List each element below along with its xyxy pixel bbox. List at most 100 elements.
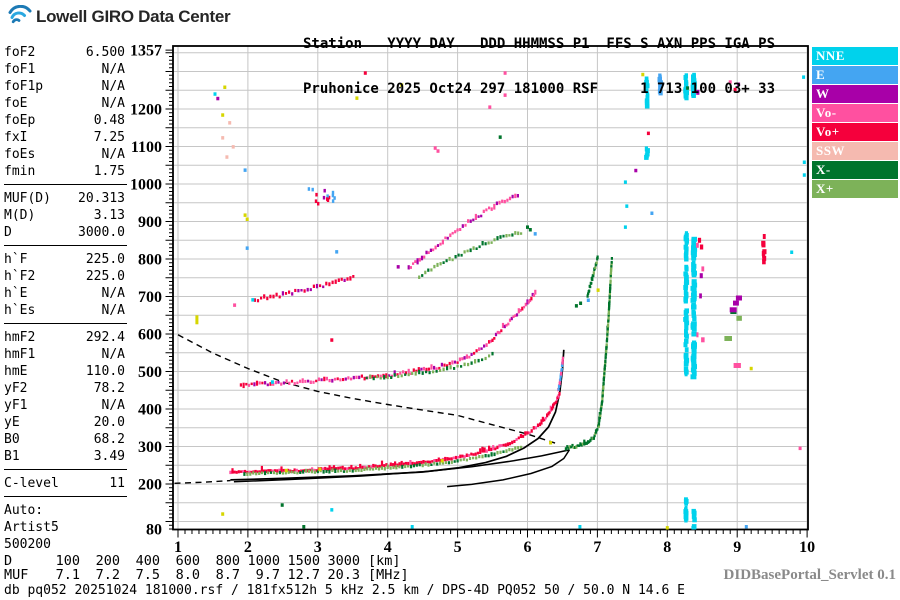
svg-text:500: 500 bbox=[138, 364, 162, 381]
param-value: 225.0 bbox=[85, 252, 125, 267]
status-line: db pq052 20251024 181000.rsf / 181fx512h… bbox=[4, 583, 685, 598]
muf-row-value: 12.7 bbox=[287, 567, 320, 583]
param-value: 110.0 bbox=[85, 364, 125, 379]
param-row: yE 20.0 bbox=[4, 414, 125, 431]
muf-row-value: 8.7 bbox=[215, 567, 240, 583]
station-header-line1: Station YYYY DAY DDD HHMMSS P1 FFS S AXN… bbox=[303, 36, 776, 52]
panel-divider bbox=[4, 245, 127, 246]
distance-row-value: 200 bbox=[95, 553, 120, 569]
param-row: foF1 N/A bbox=[4, 61, 125, 78]
distance-row-label: D bbox=[4, 553, 13, 569]
legend-item-xminus: X- bbox=[812, 161, 898, 179]
muf-row-label: MUF bbox=[4, 567, 29, 583]
param-label: foF1 bbox=[4, 62, 36, 77]
param-row: C-level 11 bbox=[4, 475, 125, 492]
distance-row-unit: [km] bbox=[368, 553, 401, 569]
legend-item-e: E bbox=[812, 66, 898, 84]
muf-row: MUF 7.1 7.2 7.5 8.0 8.7 9.7 12.7 20.3 [MHz] bbox=[4, 568, 409, 582]
param-row: Auto: bbox=[4, 502, 125, 519]
distance-row-value: 1500 bbox=[287, 553, 320, 569]
svg-text:7: 7 bbox=[593, 539, 601, 556]
param-row: hmE 110.0 bbox=[4, 363, 125, 380]
svg-text:10: 10 bbox=[799, 539, 815, 556]
param-label: foF1p bbox=[4, 79, 44, 94]
muf-row-unit: [MHz] bbox=[368, 567, 409, 583]
param-row: yF2 78.2 bbox=[4, 380, 125, 397]
param-value: N/A bbox=[101, 62, 125, 77]
param-row: 500200 bbox=[4, 536, 125, 553]
param-value: 3.13 bbox=[93, 208, 125, 223]
param-label: Auto: bbox=[4, 503, 44, 518]
brand-title: Lowell GIRO Data Center bbox=[36, 6, 231, 26]
svg-text:400: 400 bbox=[138, 402, 162, 419]
param-row: h`F 225.0 bbox=[4, 251, 125, 268]
param-row: h`E N/A bbox=[4, 285, 125, 302]
distance-row-value: 3000 bbox=[327, 553, 360, 569]
param-value: 3.49 bbox=[93, 449, 125, 464]
panel-divider bbox=[4, 469, 127, 470]
param-row: h`Es N/A bbox=[4, 302, 125, 319]
param-value: N/A bbox=[101, 398, 125, 413]
legend: NNE E W Vo- Vo+ SSW X- X+ bbox=[812, 47, 898, 199]
brand: Lowell GIRO Data Center bbox=[6, 5, 231, 28]
distance-row-value: 1000 bbox=[247, 553, 280, 569]
param-row: hmF2 292.4 bbox=[4, 329, 125, 346]
param-value: 225.0 bbox=[85, 269, 125, 284]
station-header-line2: Pruhonice 2025 Oct24 297 181000 RSF 1 71… bbox=[303, 81, 776, 97]
param-row: MUF(D) 20.313 bbox=[4, 190, 125, 207]
param-value: 68.2 bbox=[93, 432, 125, 447]
param-label: h`E bbox=[4, 286, 28, 301]
param-value: 1.75 bbox=[93, 164, 125, 179]
legend-item-w: W bbox=[812, 85, 898, 103]
param-label: B0 bbox=[4, 432, 20, 447]
param-row: foF1p N/A bbox=[4, 78, 125, 95]
param-label: hmE bbox=[4, 364, 28, 379]
param-value: 7.25 bbox=[93, 130, 125, 145]
servlet-label: DIDBasePortal_Servlet 0.1 bbox=[723, 567, 896, 583]
param-label: h`F2 bbox=[4, 269, 36, 284]
param-row: B1 3.49 bbox=[4, 448, 125, 465]
param-row: B0 68.2 bbox=[4, 431, 125, 448]
svg-text:9: 9 bbox=[733, 539, 741, 556]
svg-text:6: 6 bbox=[524, 539, 532, 556]
param-value: 11 bbox=[109, 476, 125, 491]
param-value: N/A bbox=[101, 286, 125, 301]
svg-text:5: 5 bbox=[454, 539, 462, 556]
param-row: foEp 0.48 bbox=[4, 112, 125, 129]
svg-text:1200: 1200 bbox=[130, 102, 162, 119]
param-value: 6.500 bbox=[85, 45, 125, 60]
distance-row: D 100 200 400 600 800 1000 1500 3000 [km] bbox=[4, 554, 409, 568]
param-value: 20.313 bbox=[78, 191, 125, 206]
svg-text:900: 900 bbox=[138, 214, 162, 231]
muf-row-value: 7.1 bbox=[55, 567, 80, 583]
param-label: 500200 bbox=[4, 537, 51, 552]
distance-row-value: 600 bbox=[175, 553, 200, 569]
param-label: Artist5 bbox=[4, 520, 59, 535]
muf-row-value: 8.0 bbox=[175, 567, 200, 583]
svg-text:3: 3 bbox=[314, 539, 322, 556]
distance-row-value: 400 bbox=[135, 553, 160, 569]
param-label: h`F bbox=[4, 252, 28, 267]
param-label: M(D) bbox=[4, 208, 36, 223]
svg-text:1000: 1000 bbox=[130, 177, 162, 194]
svg-text:1100: 1100 bbox=[131, 139, 162, 156]
param-label: fxI bbox=[4, 130, 28, 145]
muf-row-value: 7.2 bbox=[95, 567, 120, 583]
param-row: fmin 1.75 bbox=[4, 163, 125, 180]
legend-item-voplus: Vo+ bbox=[812, 123, 898, 141]
panel-divider bbox=[4, 496, 127, 497]
param-value: N/A bbox=[101, 303, 125, 318]
param-row: D 3000.0 bbox=[4, 224, 125, 241]
param-value: 0.48 bbox=[93, 113, 125, 128]
svg-text:600: 600 bbox=[138, 327, 162, 344]
param-row: M(D) 3.13 bbox=[4, 207, 125, 224]
muf-row-value: 20.3 bbox=[327, 567, 360, 583]
distance-muf-table: D 100 200 400 600 800 1000 1500 3000 [km] MUF 7.1 7.… bbox=[4, 554, 409, 582]
param-row: fxI 7.25 bbox=[4, 129, 125, 146]
legend-item-vominus: Vo- bbox=[812, 104, 898, 122]
param-label: yF1 bbox=[4, 398, 28, 413]
param-label: hmF1 bbox=[4, 347, 36, 362]
param-row: h`F2 225.0 bbox=[4, 268, 125, 285]
param-row: yF1 N/A bbox=[4, 397, 125, 414]
